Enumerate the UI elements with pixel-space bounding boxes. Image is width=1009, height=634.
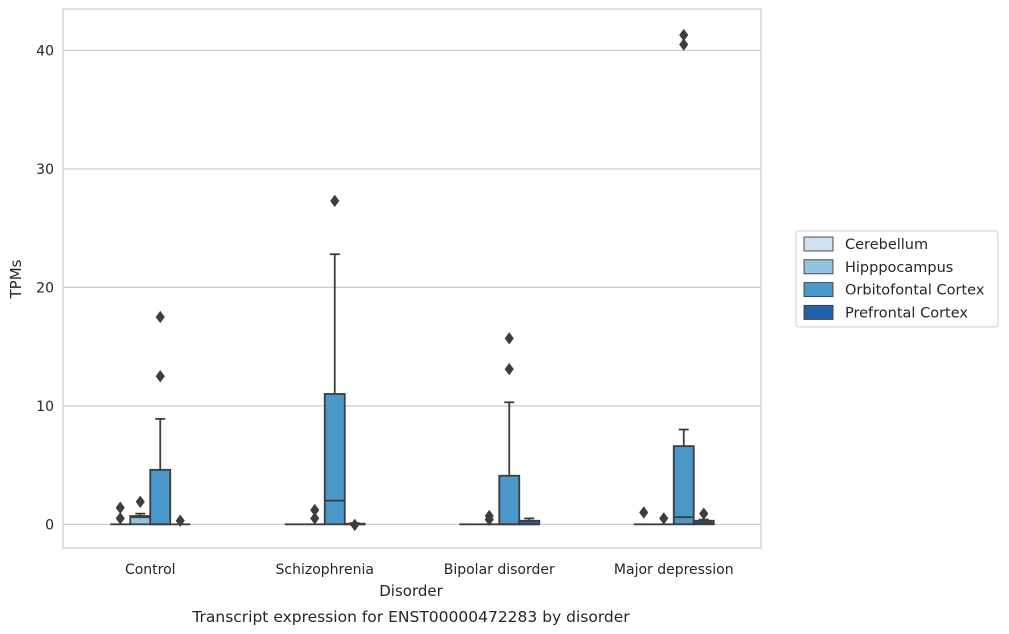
- outlier-point: [310, 503, 320, 517]
- outlier-point: [155, 310, 165, 324]
- y-tick-label: 40: [36, 43, 54, 59]
- box-orbitofontal-cortex-control: [149, 310, 172, 526]
- outlier-point: [330, 194, 340, 208]
- outlier-point: [504, 332, 514, 345]
- box-hipppocampus-major-depression: [653, 512, 674, 526]
- box-body: [149, 468, 172, 526]
- box-orbitofontal-cortex-schizophrenia: [323, 194, 346, 526]
- legend-frame: [795, 230, 999, 328]
- outlier-point: [115, 501, 125, 514]
- outlier-point: [504, 362, 514, 376]
- outlier-point: [175, 514, 185, 527]
- outlier-point: [699, 507, 709, 520]
- box-body: [323, 393, 346, 526]
- chart-caption: Transcript expression for ENST0000047228…: [191, 608, 630, 626]
- box-prefrontal-cortex-bipolar-disorder: [518, 517, 541, 526]
- box-cerebellum-major-depression: [633, 506, 654, 526]
- legend-swatch: [803, 282, 834, 298]
- legend-swatch: [803, 259, 834, 275]
- outlier-point: [155, 370, 165, 383]
- outlier-point: [679, 28, 689, 42]
- plot-area: [110, 28, 715, 532]
- box-prefrontal-cortex-schizophrenia: [343, 518, 366, 532]
- outlier-point: [639, 506, 649, 519]
- box-orbitofontal-cortex-bipolar-disorder: [498, 332, 521, 526]
- y-tick-label: 0: [45, 517, 54, 533]
- legend-swatch: [803, 304, 834, 320]
- plot-frame: [62, 8, 762, 549]
- outlier-point: [135, 495, 145, 508]
- x-tick-label: Schizophrenia: [276, 562, 374, 578]
- box-cerebellum-control: [110, 501, 131, 526]
- outlier-point: [659, 512, 669, 525]
- x-tick-label: Major depression: [614, 562, 734, 578]
- x-axis-label: Disorder: [379, 582, 443, 600]
- box-hipppocampus-schizophrenia: [304, 503, 325, 526]
- box-orbitofontal-cortex-major-depression: [672, 28, 695, 526]
- box-prefrontal-cortex-major-depression: [692, 507, 715, 526]
- outlier-point: [484, 509, 494, 523]
- grid-lines: [63, 49, 761, 525]
- y-tick-label: 30: [36, 162, 54, 178]
- outlier-point: [679, 38, 689, 51]
- x-tick-label: Control: [125, 562, 176, 578]
- box-body: [672, 445, 695, 526]
- y-axis-ticks: 0 10 20 30 40: [36, 43, 54, 533]
- box-hipppocampus-bipolar-disorder: [479, 509, 500, 526]
- box-body: [498, 474, 521, 526]
- box-hipppocampus-control: [129, 495, 152, 526]
- x-tick-label: Bipolar disorder: [444, 562, 555, 578]
- y-axis-label: TPMs: [7, 259, 25, 299]
- legend-swatch: [803, 236, 834, 252]
- outlier-point: [350, 518, 360, 532]
- y-tick-label: 10: [36, 399, 54, 415]
- outlier-point: [310, 512, 320, 525]
- legend-label: Orbitofontal Cortex: [845, 283, 985, 299]
- legend: Cerebellum Hipppocampus Orbitofontal Corte…: [795, 230, 999, 328]
- box-prefrontal-cortex-control: [170, 514, 191, 527]
- legend-label: Prefrontal Cortex: [845, 305, 968, 321]
- legend-label: Hipppocampus: [845, 260, 953, 276]
- legend-label: Cerebellum: [845, 237, 928, 253]
- y-tick-label: 20: [36, 280, 54, 296]
- outlier-point: [115, 512, 125, 525]
- x-axis-ticks: Control Schizophrenia Bipolar disorder Majo…: [125, 562, 734, 578]
